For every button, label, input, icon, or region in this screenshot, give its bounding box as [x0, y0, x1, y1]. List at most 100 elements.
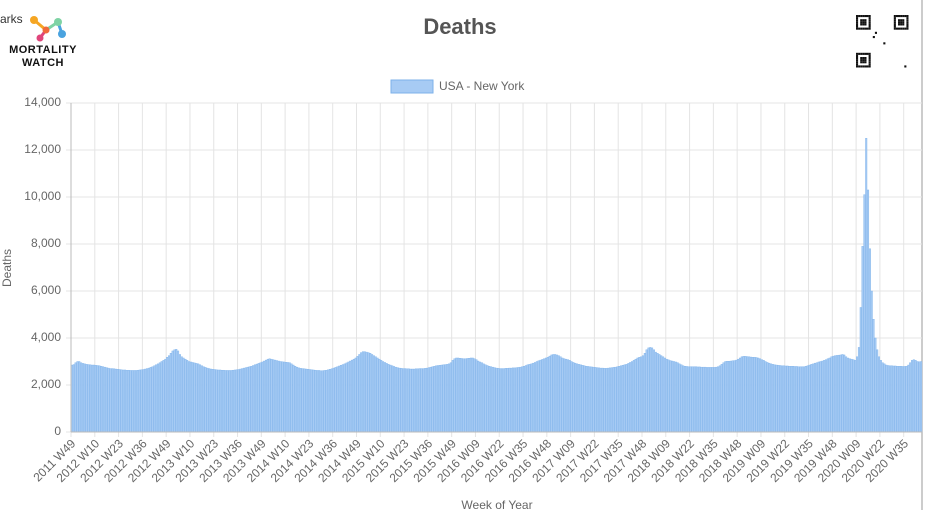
bar — [868, 248, 871, 433]
qr-cell — [860, 15, 863, 18]
bar — [630, 361, 633, 433]
bar — [116, 369, 119, 433]
bar — [440, 364, 443, 433]
bar — [109, 368, 112, 433]
bar — [275, 360, 278, 433]
bar — [102, 366, 105, 433]
bar — [770, 363, 773, 433]
qr-cell — [904, 15, 907, 18]
qr-cell — [858, 27, 861, 30]
qr-cell — [868, 25, 871, 28]
bar — [618, 366, 621, 433]
bar — [263, 360, 266, 433]
bar — [848, 358, 851, 433]
bar — [771, 364, 774, 433]
bar — [208, 368, 211, 433]
bar — [100, 366, 103, 433]
bar — [334, 367, 337, 433]
bar — [308, 369, 311, 433]
bar — [361, 351, 364, 433]
bar — [537, 360, 540, 433]
bar — [861, 246, 864, 433]
bar — [775, 364, 778, 433]
bar — [764, 361, 767, 433]
bar — [89, 364, 92, 433]
bar — [837, 354, 840, 433]
bar — [413, 368, 416, 433]
bar — [325, 369, 328, 433]
qr-cell — [856, 54, 859, 57]
bar — [98, 365, 101, 433]
bar — [162, 360, 165, 433]
bar — [248, 366, 251, 433]
qr-cell — [906, 19, 909, 22]
qr-cell — [862, 65, 865, 68]
bar — [706, 367, 708, 433]
bar — [210, 368, 213, 433]
bar — [376, 357, 379, 433]
bar — [733, 360, 736, 433]
bar — [830, 356, 833, 433]
bar — [887, 365, 890, 433]
bar — [673, 361, 676, 433]
bar — [135, 370, 137, 433]
bar — [257, 363, 260, 433]
bar — [286, 362, 289, 433]
bar — [691, 366, 694, 433]
bar — [149, 367, 152, 433]
chart-title: Deaths — [423, 14, 496, 39]
qr-cell — [860, 59, 863, 62]
bar — [312, 369, 315, 433]
bar — [817, 361, 820, 433]
bar — [437, 365, 439, 433]
bar — [327, 369, 330, 433]
bar — [519, 366, 522, 433]
bar — [479, 361, 482, 433]
bar — [422, 368, 425, 433]
qr-cell — [860, 57, 863, 60]
bar — [502, 368, 505, 433]
bar — [909, 362, 912, 433]
bar — [294, 366, 297, 433]
bar — [230, 370, 233, 433]
bar — [253, 364, 256, 433]
bar — [731, 360, 734, 433]
bar — [808, 364, 811, 433]
bar — [901, 366, 904, 433]
bar — [695, 366, 698, 433]
bar — [539, 359, 542, 433]
bar — [810, 364, 813, 433]
bar — [469, 357, 472, 433]
bar — [544, 357, 547, 433]
qr-cell — [860, 65, 863, 68]
bar — [879, 360, 882, 433]
bar — [504, 368, 507, 433]
qr-cell — [900, 19, 903, 22]
bar — [856, 356, 859, 433]
bar — [178, 354, 181, 433]
bar — [680, 364, 683, 433]
bar — [396, 367, 399, 433]
bar — [872, 319, 875, 433]
bar — [340, 365, 342, 433]
bar — [749, 356, 752, 433]
bar — [583, 365, 586, 433]
bar — [292, 364, 295, 433]
qr-cell — [902, 21, 905, 24]
bar — [883, 363, 886, 433]
legend-label: USA - New York — [439, 79, 525, 93]
bar — [318, 370, 321, 433]
qr-cell — [866, 15, 869, 18]
bar — [490, 366, 493, 433]
bar — [175, 349, 178, 433]
bar — [120, 369, 123, 433]
bar — [144, 368, 147, 433]
bar — [270, 358, 273, 433]
bar — [627, 363, 630, 433]
bar — [171, 350, 174, 433]
bar — [255, 363, 258, 433]
qr-cell — [862, 23, 865, 26]
bar — [671, 360, 674, 433]
bar — [167, 355, 170, 433]
y-tick-label: 4,000 — [31, 330, 61, 344]
